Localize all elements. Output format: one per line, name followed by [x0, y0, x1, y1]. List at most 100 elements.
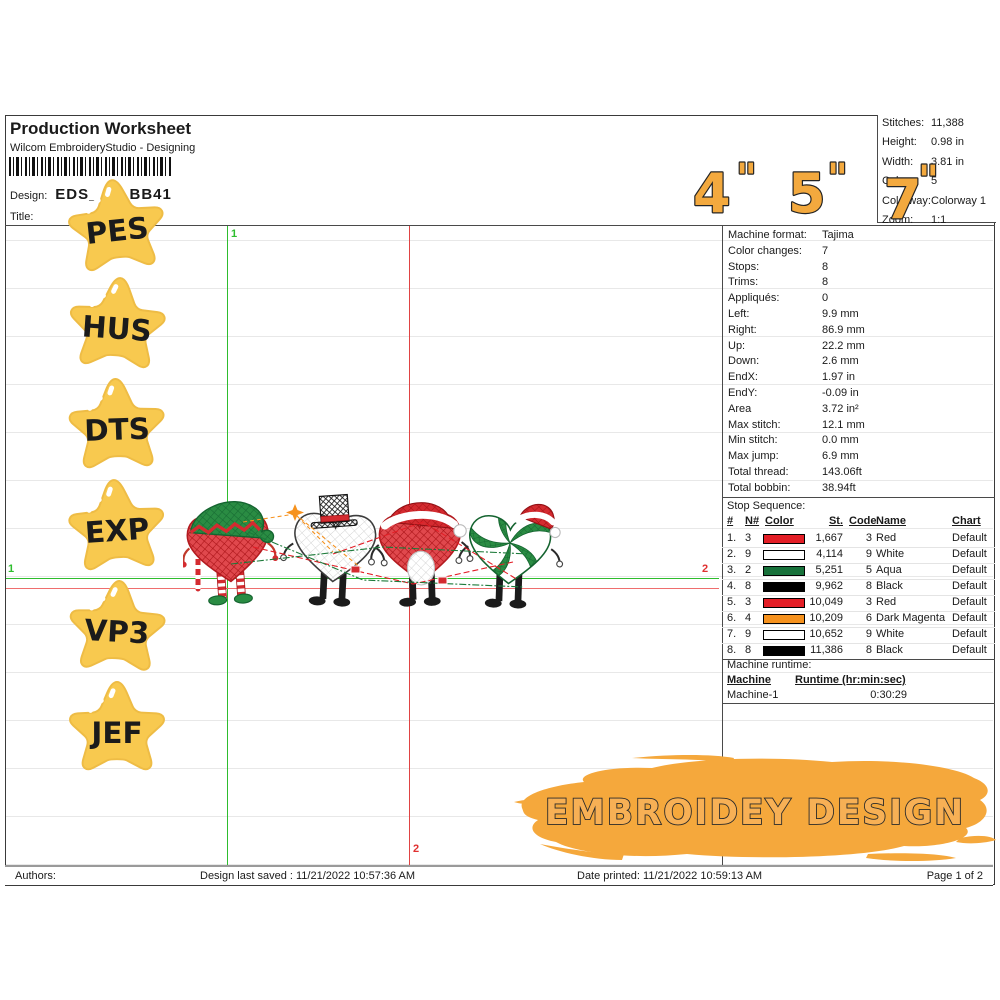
- thread-color-swatch: [763, 533, 805, 544]
- machine-info-panel: Machine format: Tajima Color changes: 7 St…: [723, 228, 995, 497]
- info-value: 8: [822, 276, 829, 289]
- col-name: Name: [876, 515, 906, 527]
- star-highlight: [106, 486, 113, 497]
- info-label: Up:: [728, 339, 746, 352]
- cell-stitches: 10,652: [809, 628, 843, 640]
- cell-code: 8: [865, 644, 872, 656]
- stop-row: 5. 3 10,049 3 Red Default: [722, 595, 995, 612]
- stat-label: Colorway:: [882, 194, 931, 207]
- info-label: Machine format:: [728, 229, 807, 241]
- thread-color-swatch: [763, 629, 805, 640]
- info-value: 12.1 mm: [822, 418, 865, 431]
- format-star-exp: EXP: [68, 479, 164, 571]
- info-value: 1.97 in: [822, 371, 856, 384]
- info-label: Max jump:: [728, 450, 779, 463]
- info-label: EndX:: [728, 371, 758, 384]
- stop-sequence-table: Stop Sequence: # N# Color St. Code Name …: [722, 497, 995, 660]
- cell-chart: Default: [952, 548, 987, 560]
- cell-chart: Default: [952, 628, 987, 640]
- title-row: Title:: [10, 211, 33, 224]
- title-label: Title:: [10, 211, 34, 223]
- stop-row: 8. 8 11,386 8 Black Default: [722, 643, 995, 659]
- cell-needle: 3: [745, 596, 752, 608]
- info-row: Right: 86.9 mm: [723, 323, 995, 339]
- app-name: Wilcom EmbroideryStudio - Designing: [10, 142, 196, 154]
- cell-chart: Default: [952, 612, 987, 624]
- info-row: Stops: 8: [723, 260, 995, 276]
- stat-row: Width: 3.81 in: [878, 154, 996, 173]
- info-row: Min stitch: 0.0 mm: [723, 433, 995, 449]
- info-row: Area 3.72 in²: [723, 402, 995, 418]
- stat-label: Height:: [882, 136, 917, 149]
- brush-streak: [956, 835, 996, 844]
- stat-row: Zoom: 1:1: [878, 212, 996, 231]
- info-label: EndY:: [728, 386, 758, 399]
- design-stats-box: Stitches: 11,388 Height: 0.98 in Width: 3.8…: [877, 115, 996, 226]
- thread-color-swatch: [763, 597, 805, 608]
- cell-code: 9: [865, 628, 872, 640]
- cell-stitches: 5,251: [815, 564, 843, 576]
- info-value: -0.09 in: [822, 386, 859, 399]
- end-marker-label: 2: [413, 843, 420, 855]
- star-shape: [68, 479, 164, 571]
- cell-code: 5: [865, 564, 872, 576]
- info-row: EndY: -0.09 in: [723, 386, 995, 402]
- top-hat: [310, 493, 358, 529]
- info-row: Appliqués: 0: [723, 291, 995, 307]
- stat-label: Colors:: [882, 175, 917, 188]
- cell-name: White: [876, 548, 905, 560]
- info-value: 143.06ft: [822, 465, 862, 478]
- col-needle: N#: [745, 515, 760, 527]
- watermark-brush: EMBROIDEY DESIGN: [514, 755, 996, 861]
- star-highlight: [107, 385, 115, 396]
- info-value: 8: [822, 260, 829, 273]
- info-row: Color changes: 7: [723, 244, 995, 260]
- info-value: 0.0 mm: [822, 434, 859, 447]
- machine-runtime-title: Machine runtime:: [727, 659, 812, 671]
- star-highlight: [87, 395, 103, 411]
- cell-needle: 9: [745, 628, 752, 640]
- cell-runtime: 0:30:29: [870, 689, 907, 701]
- star-shape: [70, 277, 166, 369]
- cell-num: 8.: [727, 644, 737, 656]
- last-saved-text: Design last saved : 11/21/2022 10:57:36 …: [200, 870, 416, 882]
- star-highlight: [88, 698, 104, 713]
- star-highlight: [89, 293, 106, 308]
- cell-chart: Default: [952, 532, 987, 544]
- cell-name: Aqua: [876, 564, 902, 576]
- stat-row: Colors: 5: [878, 173, 996, 192]
- info-value: 38.94ft: [822, 481, 856, 494]
- cell-name: Black: [876, 580, 903, 592]
- star-shape: [69, 580, 166, 671]
- info-label: Stops:: [728, 260, 760, 273]
- format-star-jef: JEF: [69, 680, 165, 771]
- cell-machine: Machine-1: [727, 689, 779, 701]
- info-label: Area: [728, 402, 752, 415]
- thread-color-swatch: [763, 645, 805, 656]
- cell-num: 6.: [727, 612, 737, 624]
- col-machine: Machine: [727, 674, 772, 686]
- cell-stitches: 9,962: [815, 580, 843, 592]
- cell-stitches: 10,209: [809, 612, 843, 624]
- end-axis-horizontal-line: [6, 588, 719, 589]
- cell-num: 3.: [727, 564, 737, 576]
- thread-color-swatch: [763, 613, 805, 624]
- cell-code: 8: [865, 580, 872, 592]
- star-highlight: [108, 688, 116, 699]
- info-value: 22.2 mm: [822, 339, 865, 352]
- cell-needle: 8: [745, 644, 752, 656]
- brush-streak: [514, 798, 564, 806]
- format-label: EXP: [84, 512, 151, 550]
- brush-stroke: [521, 758, 988, 858]
- info-value: Tajima: [822, 229, 854, 241]
- start-marker-label: 1: [231, 228, 238, 240]
- stat-value: 5: [931, 175, 938, 188]
- brush-streak: [866, 853, 956, 861]
- stat-value: Colorway 1: [931, 194, 987, 207]
- info-label: Min stitch:: [728, 434, 778, 447]
- cell-stitches: 10,049: [809, 596, 843, 608]
- info-label: Max stitch:: [728, 418, 781, 431]
- start-axis-horizontal-line: [6, 578, 719, 579]
- star-highlight: [89, 596, 106, 611]
- info-label: Appliqués:: [728, 292, 780, 305]
